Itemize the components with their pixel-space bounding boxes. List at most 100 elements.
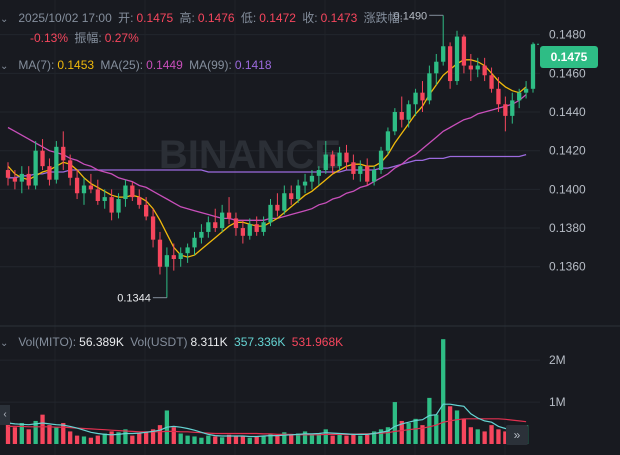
candle (365, 158, 370, 186)
candle (178, 247, 183, 267)
volume-bar (351, 433, 356, 444)
volume-bar (95, 435, 100, 444)
volume-bar (213, 436, 218, 444)
volume-bar (5, 420, 11, 444)
candle-body (247, 224, 252, 236)
candle-body (68, 160, 73, 178)
candle (482, 57, 487, 82)
price-tick-label: 0.1360 (549, 260, 586, 274)
volume-bar (475, 429, 480, 444)
volume-bar (289, 434, 294, 444)
volume-bar (399, 420, 404, 444)
candle (406, 100, 411, 128)
volume-tick-label: 2M (549, 353, 566, 367)
candle (171, 243, 176, 271)
volume-bar (150, 429, 156, 444)
candle (420, 81, 425, 113)
candle (123, 179, 128, 207)
candle (206, 216, 211, 238)
volume-bar (88, 437, 94, 444)
candle (5, 162, 11, 186)
volume-bar (358, 435, 363, 444)
collapse-caret-icon[interactable]: ⌄ (0, 14, 9, 25)
grid-lines (0, 34, 540, 403)
candle-body (130, 185, 135, 198)
ma-collapse-caret-icon[interactable]: ⌄ (0, 61, 9, 72)
candle (33, 141, 38, 190)
candle-body (26, 173, 31, 186)
volume-bar (323, 429, 328, 444)
candle-body (447, 46, 453, 82)
candle-body (517, 92, 522, 101)
candle-body (137, 197, 142, 205)
volume-bar (503, 431, 508, 444)
candle-body (12, 177, 18, 182)
candle (192, 231, 197, 256)
candle-body (302, 181, 308, 186)
candle (150, 208, 156, 248)
candle (130, 181, 135, 201)
candle-body (406, 104, 411, 120)
candle-body (371, 170, 377, 182)
candle (19, 166, 24, 194)
candle-body (171, 255, 176, 260)
volume-bar (116, 432, 121, 444)
volume-bar (406, 423, 411, 444)
candle-body (282, 193, 287, 211)
candle (358, 160, 363, 182)
candle-body (88, 185, 94, 190)
ohlc-row-1: ⌄ 2025/10/02 17:00 开: 0.1475 高: 0.1476 低: 0… (0, 9, 406, 26)
candle-body (123, 185, 128, 200)
volume-bar (33, 420, 38, 444)
candle-body (268, 204, 273, 223)
candle-body (503, 104, 508, 116)
ma7-value: 0.1453 (57, 58, 95, 72)
high-value: 0.1476 (197, 11, 235, 25)
volume-bar (413, 418, 418, 444)
price-tick-label: 0.1400 (549, 182, 586, 196)
volume-bar (275, 435, 280, 444)
volume-bar (109, 431, 114, 444)
change-label: 涨跌幅: (363, 11, 404, 25)
candle (261, 216, 266, 236)
candle-body (213, 222, 218, 229)
vol-collapse-caret-icon[interactable]: ⌄ (0, 338, 9, 349)
candle (385, 127, 391, 155)
volume-bar (26, 429, 31, 444)
candle-body (420, 92, 425, 101)
candle (116, 193, 121, 219)
candle (40, 139, 45, 171)
candle (302, 173, 308, 194)
price-tick-label: 0.1420 (549, 144, 586, 158)
volume-bar (192, 436, 197, 444)
candle (330, 150, 335, 174)
scroll-left-button[interactable]: ‹ (0, 405, 10, 425)
candle (461, 34, 467, 74)
ohlc-row-2: -0.13% 振幅: 0.27% (30, 29, 142, 46)
ma7-line (7, 59, 527, 258)
candle-body (61, 146, 66, 161)
vol-ma-b-value: 531.968K (291, 335, 344, 349)
volume-bar (454, 410, 460, 444)
volume-bar (337, 434, 342, 444)
volume-bar (185, 435, 190, 444)
datetime: 2025/10/02 17:00 (18, 11, 112, 25)
candle-body (150, 216, 156, 240)
volume-bar (81, 436, 87, 444)
volume-bar (268, 433, 273, 444)
candle-body (323, 154, 328, 171)
scroll-to-latest-button[interactable]: » (506, 425, 528, 445)
candle-body (475, 65, 480, 70)
volume-bar (489, 425, 494, 444)
candle-body (351, 162, 356, 174)
volume-bar (468, 427, 473, 444)
volume-bar (427, 397, 432, 444)
amp-value: 0.27% (104, 31, 139, 45)
candle-body (47, 166, 52, 180)
candle (144, 197, 149, 221)
candle (282, 185, 287, 215)
candle-body (454, 36, 460, 82)
candle-body (261, 222, 266, 232)
volume-bar (392, 402, 397, 444)
